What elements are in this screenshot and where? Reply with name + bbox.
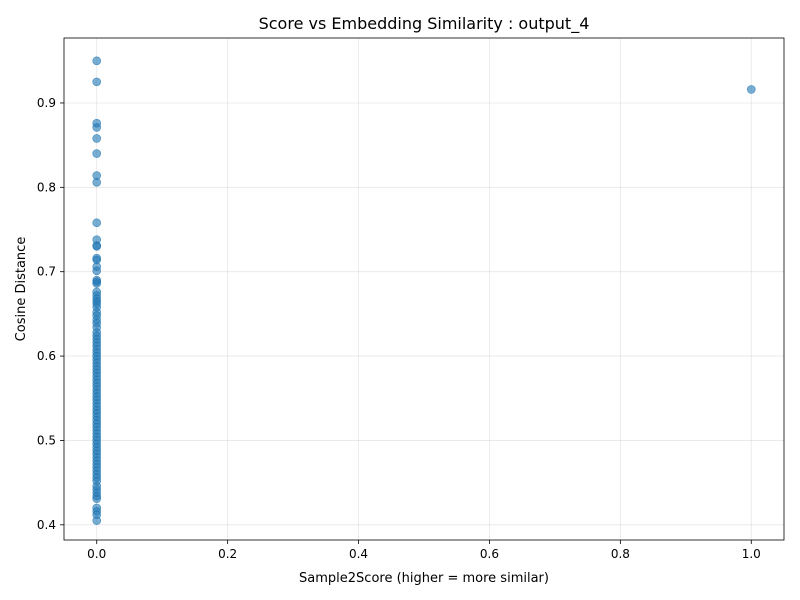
y-tick-label: 0.8 <box>37 180 56 194</box>
data-point <box>92 77 102 87</box>
y-tick-label: 0.6 <box>37 349 56 363</box>
y-axis-ticks: 0.4 0.5 0.6 0.7 0.8 0.9 <box>37 96 64 532</box>
x-axis-label: Sample2Score (higher = more similar) <box>299 571 549 586</box>
chart-title: Score vs Embedding Similarity : output_4 <box>259 14 590 34</box>
data-point <box>92 218 102 228</box>
x-tick-label: 1.0 <box>742 547 761 561</box>
data-point <box>746 85 756 94</box>
x-tick-label: 0.6 <box>480 547 499 561</box>
x-axis-ticks: 0.0 0.2 0.4 0.6 0.8 1.0 <box>87 540 761 561</box>
data-point <box>92 516 102 525</box>
data-point <box>92 242 102 251</box>
data-point <box>92 56 102 66</box>
data-point <box>92 123 102 132</box>
data-point <box>92 266 102 276</box>
y-tick-label: 0.9 <box>37 96 56 110</box>
data-point <box>92 494 102 503</box>
y-tick-label: 0.5 <box>37 433 56 447</box>
y-axis-label: Cosine Distance <box>14 237 29 342</box>
x-tick-label: 0.8 <box>611 547 630 561</box>
data-points <box>92 56 756 525</box>
x-tick-label: 0.0 <box>87 547 106 561</box>
data-point <box>92 149 102 158</box>
x-tick-label: 0.4 <box>349 547 368 561</box>
grid <box>64 38 784 540</box>
x-tick-label: 0.2 <box>218 547 237 561</box>
data-point <box>92 279 102 288</box>
data-point <box>92 134 102 143</box>
plot-frame <box>63 37 785 541</box>
data-point <box>92 177 102 187</box>
y-tick-label: 0.7 <box>37 265 56 279</box>
y-tick-label: 0.4 <box>37 518 56 532</box>
